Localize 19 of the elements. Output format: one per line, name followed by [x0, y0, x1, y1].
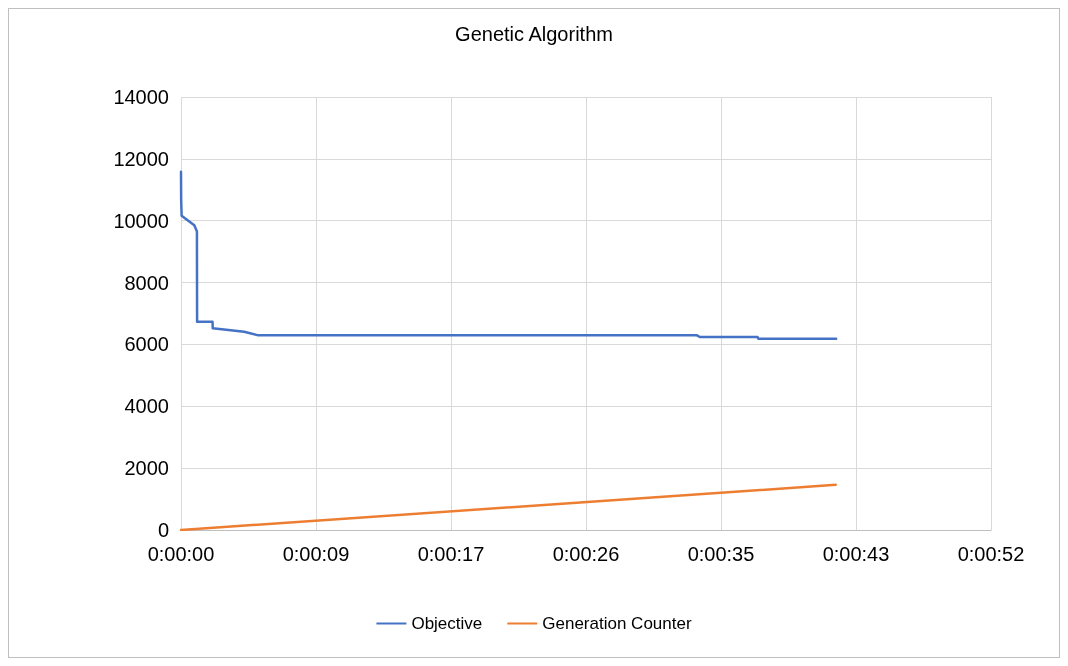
x-tick-label: 0:00:09 [282, 543, 350, 565]
y-tick-label: 8000 [124, 271, 169, 294]
x-tick-label: 0:00:52 [957, 543, 1025, 565]
x-tick-label: 0:00:26 [552, 543, 620, 565]
x-tick-label: 0:00:35 [687, 543, 755, 565]
chart-title: Genetic Algorithm [455, 23, 613, 45]
y-tick-label: 0 [157, 519, 169, 541]
y-tick-label: 4000 [124, 395, 169, 418]
y-tick-label: 10000 [113, 209, 169, 232]
legend-label: Generation Counter [542, 614, 692, 633]
legend-label: Objective [411, 614, 483, 633]
y-tick-label: 2000 [124, 457, 169, 480]
y-tick-label: 6000 [124, 333, 169, 356]
y-tick-label: 12000 [113, 147, 169, 170]
line-series [179, 170, 838, 341]
x-tick-label: 0:00:17 [417, 543, 485, 565]
x-tick-label: 0:00:00 [147, 543, 215, 565]
x-tick-label: 0:00:43 [822, 543, 890, 565]
y-tick-label: 14000 [113, 86, 169, 108]
